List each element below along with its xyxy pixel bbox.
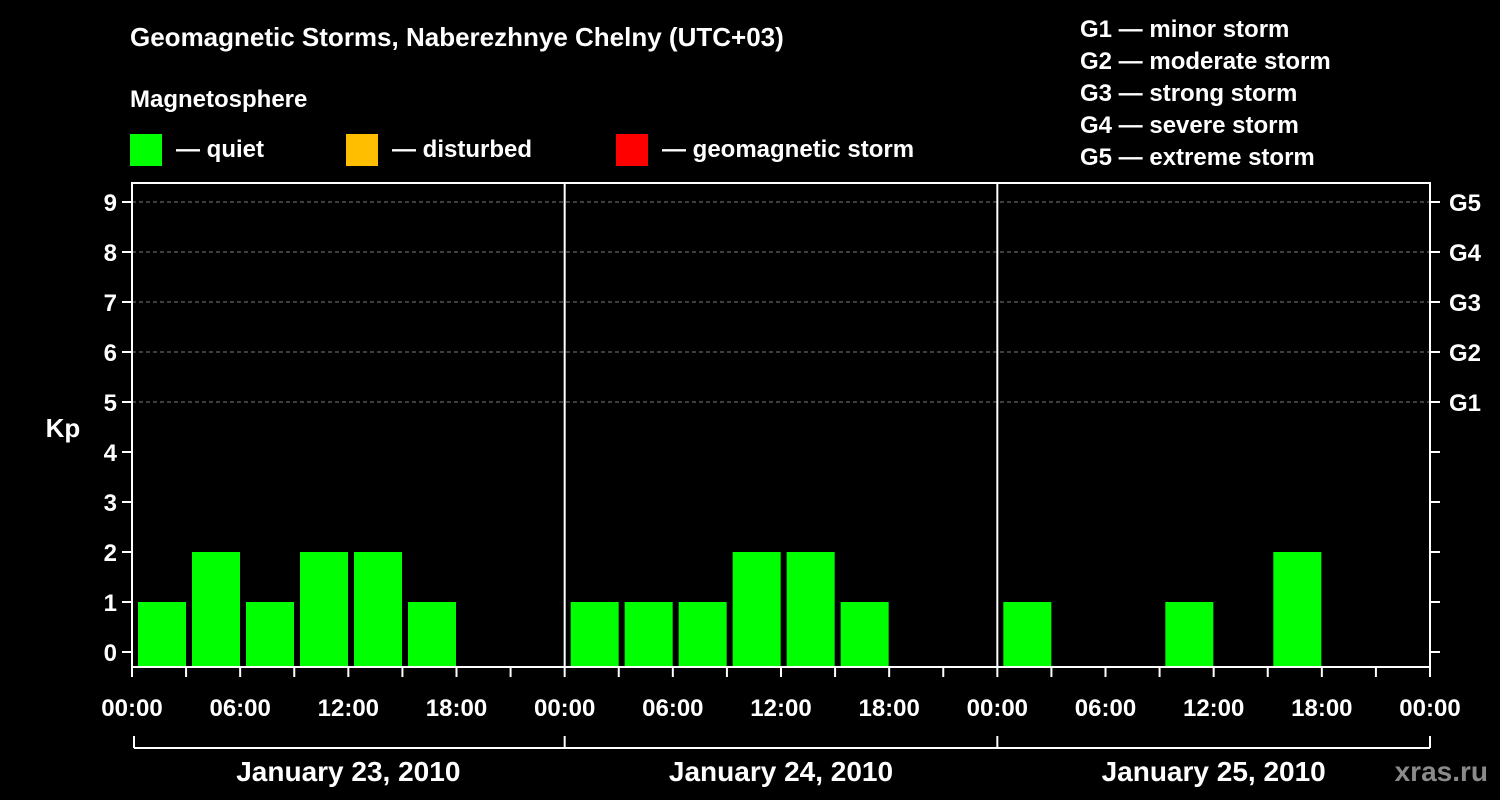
g-scale-label: G1 xyxy=(1449,390,1481,417)
kp-bar xyxy=(192,552,240,667)
legend-label-quiet: — quiet xyxy=(176,136,264,163)
y-tick-label: 0 xyxy=(104,640,117,667)
y-tick-label: 6 xyxy=(104,340,117,367)
kp-bar xyxy=(732,552,781,667)
kp-bar xyxy=(246,602,294,667)
x-tick-label: 18:00 xyxy=(1291,695,1352,722)
kp-bar xyxy=(678,602,727,667)
kp-bar xyxy=(624,602,673,667)
chart-title: Geomagnetic Storms, Naberezhnye Chelny (… xyxy=(130,22,784,52)
kp-bar xyxy=(570,602,619,667)
x-tick-label: 06:00 xyxy=(642,695,703,722)
x-tick-label: 06:00 xyxy=(1075,695,1136,722)
y-tick-label: 5 xyxy=(104,390,117,417)
kp-bar xyxy=(354,552,402,667)
day-label: January 24, 2010 xyxy=(669,756,893,787)
storm-scale-g1: G1 — minor storm xyxy=(1080,16,1290,43)
magnetosphere-title: Magnetosphere xyxy=(130,86,308,113)
kp-bar xyxy=(408,602,456,667)
storm-scale-g3: G3 — strong storm xyxy=(1080,80,1298,107)
y-tick-label: 7 xyxy=(104,290,117,317)
day-label: January 25, 2010 xyxy=(1102,756,1326,787)
y-tick-label: 1 xyxy=(104,590,117,617)
kp-bar xyxy=(1003,602,1052,667)
storm-scale-list: G1 — minor storm G2 — moderate storm G3 … xyxy=(1080,14,1331,174)
g-scale-label: G5 xyxy=(1449,190,1481,217)
kp-bar xyxy=(300,552,348,667)
x-tick-label: 12:00 xyxy=(1183,695,1244,722)
x-tick-label: 18:00 xyxy=(426,695,487,722)
x-tick-label: 12:00 xyxy=(318,695,379,722)
legend-item-storm: — geomagnetic storm xyxy=(616,132,914,168)
g-scale-label: G4 xyxy=(1449,240,1482,267)
day-label: January 23, 2010 xyxy=(236,756,460,787)
x-tick-label: 12:00 xyxy=(750,695,811,722)
x-tick-label: 00:00 xyxy=(101,695,162,722)
g-scale-label: G3 xyxy=(1449,290,1481,317)
watermark: xras.ru xyxy=(1394,756,1488,787)
kp-bar xyxy=(840,602,889,667)
legend-label-disturbed: — disturbed xyxy=(392,136,533,163)
legend-label-storm: — geomagnetic storm xyxy=(662,136,915,163)
kp-bar xyxy=(1165,602,1214,667)
y-axis-label: Kp xyxy=(46,413,81,443)
legend-swatch-quiet xyxy=(130,134,162,166)
kp-bar xyxy=(1273,552,1322,667)
y-tick-label: 9 xyxy=(104,190,117,217)
y-tick-label: 3 xyxy=(104,490,117,517)
legend-item-disturbed: — disturbed xyxy=(346,132,532,168)
kp-bar xyxy=(138,602,186,667)
storm-scale-g4: G4 — severe storm xyxy=(1080,112,1299,139)
y-tick-label: 8 xyxy=(104,240,117,267)
x-tick-label: 00:00 xyxy=(967,695,1028,722)
x-tick-label: 06:00 xyxy=(209,695,270,722)
y-tick-label: 2 xyxy=(104,540,117,567)
storm-scale-g2: G2 — moderate storm xyxy=(1080,48,1331,75)
kp-bar xyxy=(786,552,835,667)
y-tick-label: 4 xyxy=(104,440,118,467)
legend-swatch-storm xyxy=(616,134,648,166)
x-tick-label: 00:00 xyxy=(534,695,595,722)
x-tick-label: 00:00 xyxy=(1399,695,1460,722)
g-scale-label: G2 xyxy=(1449,340,1481,367)
legend-swatch-disturbed xyxy=(346,134,378,166)
legend-item-quiet: — quiet xyxy=(130,132,264,168)
storm-scale-g5: G5 — extreme storm xyxy=(1080,144,1315,171)
x-tick-label: 18:00 xyxy=(858,695,919,722)
